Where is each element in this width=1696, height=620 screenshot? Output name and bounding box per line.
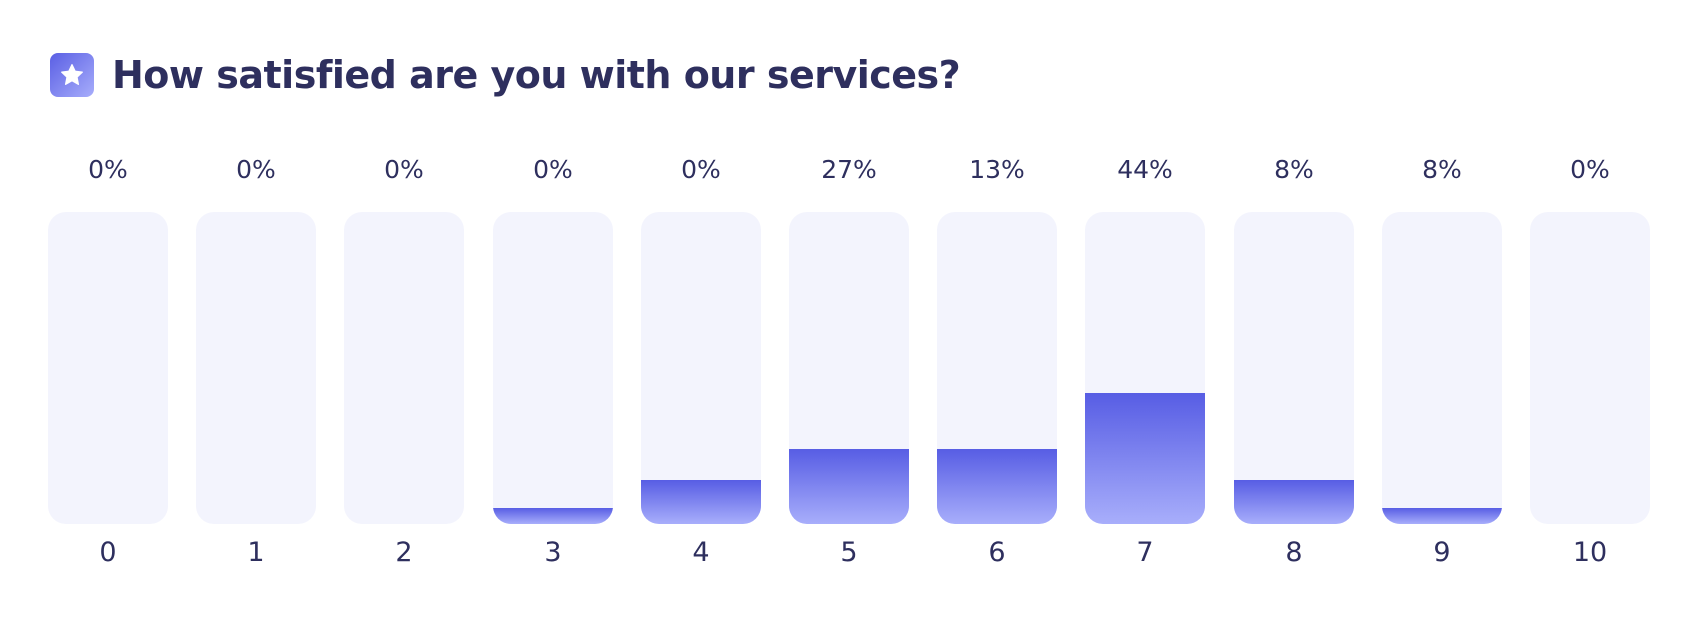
bar-track (196, 212, 316, 524)
bar-value-label: 13% (969, 155, 1025, 184)
category-label: 7 (1136, 537, 1154, 568)
category-label: 10 (1572, 537, 1608, 568)
bar (1085, 393, 1205, 524)
category-label: 3 (544, 537, 562, 568)
bar-track (1382, 212, 1502, 524)
bar-track (937, 212, 1057, 524)
bar-track (493, 212, 613, 524)
bar-value-label: 0% (681, 155, 721, 184)
bar-value-label: 0% (236, 155, 276, 184)
bar-value-label: 44% (1117, 155, 1173, 184)
bar-value-label: 27% (821, 155, 877, 184)
bar (1234, 480, 1354, 524)
category-label: 8 (1285, 537, 1303, 568)
chart-title: How satisfied are you with our services? (112, 53, 961, 97)
bar-track (1234, 212, 1354, 524)
bar-track (789, 212, 909, 524)
bar-track (1530, 212, 1650, 524)
bar-track (48, 212, 168, 524)
bar-value-label: 0% (384, 155, 424, 184)
bar-value-label: 8% (1422, 155, 1462, 184)
bar (641, 480, 761, 524)
category-label: 4 (692, 537, 710, 568)
bar-value-label: 0% (88, 155, 128, 184)
bar-value-label: 8% (1274, 155, 1314, 184)
bar-value-label: 0% (1570, 155, 1610, 184)
bar (789, 449, 909, 524)
category-label: 6 (988, 537, 1006, 568)
bar (937, 449, 1057, 524)
star-icon (50, 53, 94, 97)
bar (1382, 508, 1502, 524)
bar-value-label: 0% (533, 155, 573, 184)
category-label: 9 (1433, 537, 1451, 568)
category-label: 1 (247, 537, 265, 568)
bar (493, 508, 613, 524)
bar-track (641, 212, 761, 524)
category-label: 5 (840, 537, 858, 568)
bar-track (344, 212, 464, 524)
category-label: 2 (395, 537, 413, 568)
category-label: 0 (99, 537, 117, 568)
bar-track (1085, 212, 1205, 524)
chart-header: How satisfied are you with our services? (50, 52, 961, 98)
